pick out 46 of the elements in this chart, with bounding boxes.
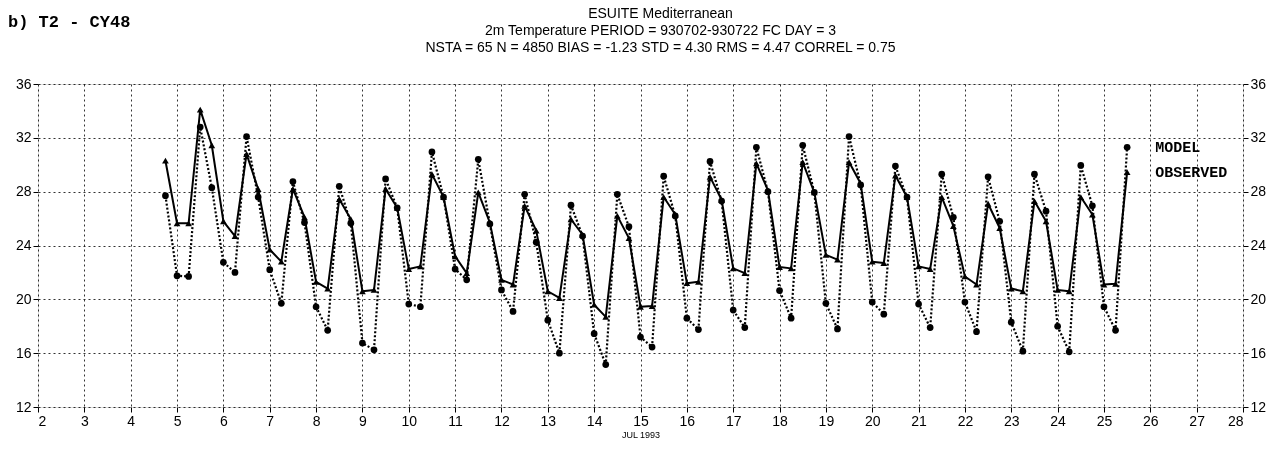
- x-tick-label: 15: [633, 412, 649, 429]
- x-tick-label: 27: [1189, 412, 1206, 429]
- x-tick-label: 12: [494, 412, 510, 429]
- x-tick-label: 4: [127, 412, 136, 429]
- x-tick-label: 28: [1227, 412, 1244, 429]
- x-tick-label: 20: [864, 412, 881, 429]
- x-tick-label: 19: [818, 412, 835, 429]
- x-tick-label: 14: [586, 412, 603, 429]
- x-axis-title: JUL 1993: [621, 429, 661, 440]
- x-tick-label: 23: [1003, 412, 1020, 429]
- x-tick-label: 17: [725, 412, 742, 429]
- y2-tick-label: 20: [1250, 290, 1267, 307]
- x-tick-label: 3: [80, 412, 89, 429]
- y-tick-label: 12: [15, 398, 32, 415]
- x-tick-label: 26: [1143, 412, 1159, 429]
- x-tick-label: 8: [312, 412, 321, 429]
- y-tick-label: 16: [15, 344, 32, 361]
- x-tick-label: 13: [540, 412, 557, 429]
- y-tick-label: 24: [15, 237, 32, 253]
- x-tick-label: 10: [401, 412, 418, 429]
- x-tick-label: 24: [1050, 412, 1067, 429]
- y-tick-label: 36: [15, 75, 32, 92]
- x-tick-label: 7: [266, 412, 275, 429]
- y2-tick-label: 24: [1250, 237, 1267, 253]
- x-tick-label: 22: [957, 412, 974, 429]
- series-label: OBSERVED: [1155, 165, 1228, 183]
- x-tick-label: 18: [772, 412, 789, 429]
- x-tick-label: 9: [359, 412, 368, 429]
- x-tick-label: 16: [679, 412, 696, 429]
- y-tick-label: 20: [15, 290, 32, 307]
- y2-tick-label: 12: [1250, 398, 1267, 415]
- x-tick-label: 6: [219, 412, 228, 429]
- x-tick-label: 11: [448, 412, 464, 429]
- x-tick-label: 2: [38, 412, 47, 429]
- chart-subtitle: ESUITE Mediterranean 2m Temperature PERIOD = 930702-930722 FC DAY = 3 NSTA = 65 N = 4850 BIAS = -1.23 STD = 4.30 RMS = 4.47 CORREL = 0.75: [425, 5, 896, 55]
- y2-tick-label: 32: [1250, 129, 1267, 146]
- y2-tick-label: 36: [1250, 75, 1267, 92]
- chart-title: b) T2 - CY48: [8, 13, 131, 32]
- y2-tick-label: 28: [1250, 183, 1267, 200]
- x-tick-label: 5: [173, 412, 182, 429]
- x-tick-label: 25: [1096, 412, 1113, 429]
- y-tick-label: 28: [15, 183, 32, 200]
- y-tick-label: 32: [15, 129, 32, 146]
- y2-tick-label: 16: [1250, 344, 1267, 361]
- series-label: MODEL: [1155, 140, 1201, 158]
- x-tick-label: 21: [911, 412, 928, 429]
